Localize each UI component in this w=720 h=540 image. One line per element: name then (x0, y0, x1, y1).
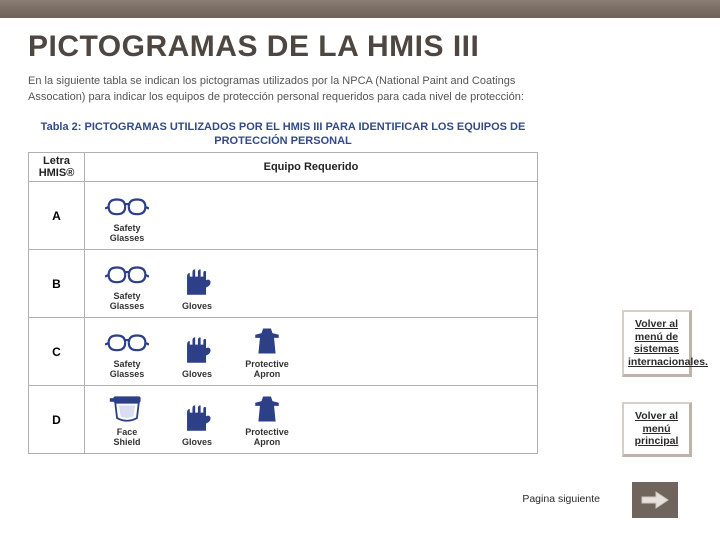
equipment-item: SafetyGlasses (105, 188, 149, 243)
table-header-letter: Letra HMIS® (29, 153, 85, 182)
equipment-label: FaceShield (113, 428, 140, 447)
safety-glasses-icon (105, 188, 149, 222)
equipment-cell: FaceShield Gloves ProtectiveApron (85, 386, 538, 454)
table-row: C SafetyGlasses Gloves ProtectiveApron (29, 318, 538, 386)
equipment-label: ProtectiveApron (245, 360, 289, 379)
back-main-label: Volver al menú principal (635, 410, 679, 447)
table-header-equip: Equipo Requerido (85, 153, 538, 182)
next-page-button[interactable] (632, 482, 678, 518)
next-page-label: Pagina siguiente (522, 493, 600, 506)
equipment-cell: SafetyGlasses Gloves (85, 250, 538, 318)
apron-icon (245, 324, 289, 358)
equipment-label: SafetyGlasses (110, 360, 145, 379)
equipment-item: SafetyGlasses (105, 256, 149, 311)
page-title: PICTOGRAMAS DE LA HMIS III (28, 30, 692, 64)
next-page-text: Pagina siguiente (522, 493, 600, 505)
hmis-letter-cell: D (29, 386, 85, 454)
equipment-label: ProtectiveApron (245, 428, 289, 447)
table-caption: Tabla 2: PICTOGRAMAS UTILIZADOS POR EL H… (28, 120, 538, 149)
face-shield-icon (105, 392, 149, 426)
safety-glasses-icon (105, 256, 149, 290)
equipment-cell: SafetyGlasses (85, 182, 538, 250)
gloves-icon (175, 334, 219, 368)
hmis-letter-cell: C (29, 318, 85, 386)
table-row: B SafetyGlasses Gloves (29, 250, 538, 318)
equipment-item: Gloves (175, 334, 219, 379)
safety-glasses-icon (105, 324, 149, 358)
hmis-table: Letra HMIS® Equipo Requerido ASafetyGlas… (28, 152, 538, 454)
equipment-label: Gloves (182, 370, 212, 379)
equipment-item: Gloves (175, 402, 219, 447)
gloves-icon (175, 402, 219, 436)
equipment-item: FaceShield (105, 392, 149, 447)
intro-paragraph: En la siguiente tabla se indican los pic… (28, 74, 538, 106)
apron-icon (245, 392, 289, 426)
table-row: A SafetyGlasses (29, 182, 538, 250)
equipment-label: Gloves (182, 302, 212, 311)
main-content: PICTOGRAMAS DE LA HMIS III En la siguien… (0, 18, 720, 454)
equipment-item: Gloves (175, 266, 219, 311)
decorative-top-bar (0, 0, 720, 18)
equipment-label: SafetyGlasses (110, 292, 145, 311)
equipment-item: SafetyGlasses (105, 324, 149, 379)
hmis-letter-cell: B (29, 250, 85, 318)
hmis-letter-cell: A (29, 182, 85, 250)
back-to-main-menu-button[interactable]: Volver al menú principal (622, 402, 692, 457)
arrow-right-icon (640, 489, 670, 511)
back-to-international-menu-button[interactable]: Volver al menú de sistemas internacional… (622, 310, 692, 377)
equipment-label: Gloves (182, 438, 212, 447)
equipment-cell: SafetyGlasses Gloves ProtectiveApron (85, 318, 538, 386)
equipment-item: ProtectiveApron (245, 324, 289, 379)
equipment-item: ProtectiveApron (245, 392, 289, 447)
table-row: D FaceShield Gloves ProtectiveApron (29, 386, 538, 454)
gloves-icon (175, 266, 219, 300)
equipment-label: SafetyGlasses (110, 224, 145, 243)
